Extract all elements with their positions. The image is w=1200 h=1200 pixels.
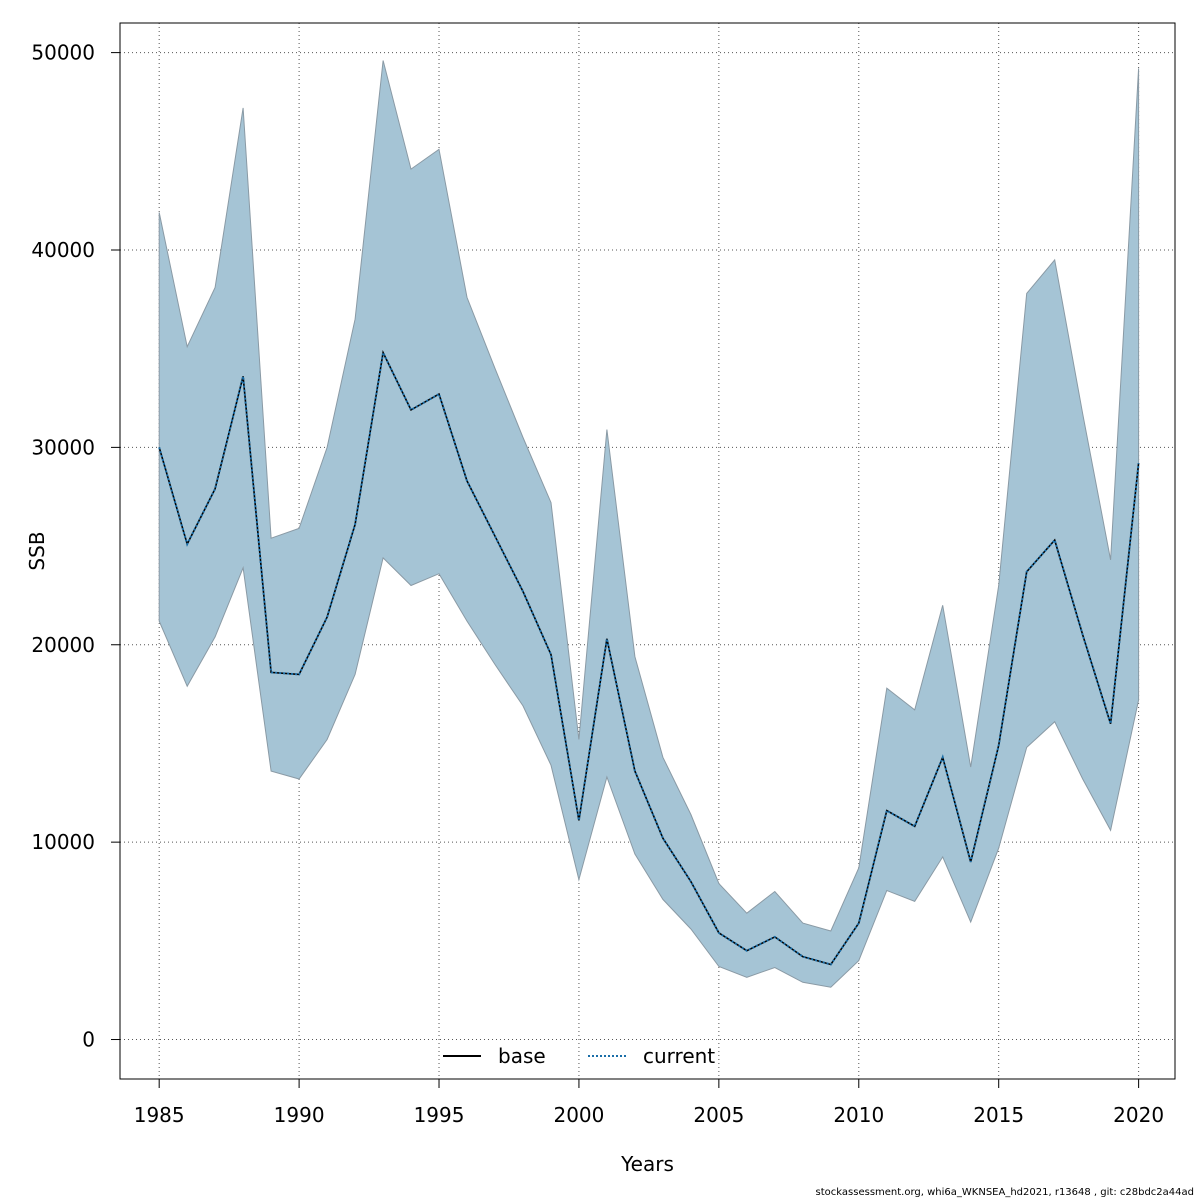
series-line-current — [158, 349, 1140, 966]
confidence-band-layer — [158, 60, 1140, 988]
legend-label-current: current — [643, 1044, 715, 1068]
x-tick-label-1995: 1995 — [414, 1103, 465, 1127]
y-axis-title: SSB — [25, 531, 49, 570]
x-tick-label-2005: 2005 — [693, 1103, 744, 1127]
y-tick-label-10000: 10000 — [31, 830, 95, 854]
x-tick-label-2015: 2015 — [973, 1103, 1024, 1127]
x-tick-label-2020: 2020 — [1113, 1103, 1164, 1127]
plot-frame — [119, 22, 1176, 1080]
y-tick-label-40000: 40000 — [31, 238, 95, 262]
legend: base current — [443, 1044, 715, 1068]
axes: 1985 1990 1995 2000 2005 2010 2015 2020 0 10000 20… — [31, 41, 1164, 1127]
y-tick-label-50000: 50000 — [31, 41, 95, 65]
x-tick-label-1985: 1985 — [134, 1103, 185, 1127]
y-tick-label-20000: 20000 — [31, 633, 95, 657]
series-lines-layer — [158, 349, 1140, 966]
legend-label-base: base — [498, 1044, 546, 1068]
x-axis-title: Years — [620, 1152, 674, 1176]
y-tick-label-30000: 30000 — [31, 435, 95, 459]
confidence-band — [158, 60, 1140, 988]
x-tick-label-1990: 1990 — [274, 1103, 325, 1127]
x-tick-label-2010: 2010 — [833, 1103, 884, 1127]
y-tick-label-0: 0 — [82, 1028, 95, 1052]
footer-note: stockassessment.org, whi6a_WKNSEA_hd2021… — [815, 1187, 1194, 1198]
x-tick-label-2000: 2000 — [553, 1103, 604, 1127]
